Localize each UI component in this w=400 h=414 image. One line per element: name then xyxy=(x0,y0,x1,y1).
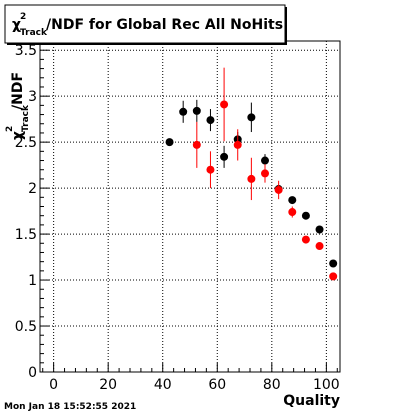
y-axis-title: χ 2 Track /NDF xyxy=(5,72,31,140)
data-point xyxy=(261,156,269,165)
x-tick-label: 60 xyxy=(208,377,226,393)
data-point xyxy=(315,225,324,234)
data-point xyxy=(247,174,256,183)
x-tick-label: 40 xyxy=(154,377,172,393)
x-axis-title: Quality xyxy=(283,393,340,409)
data-point xyxy=(206,165,215,174)
data-point xyxy=(274,185,283,194)
data-point xyxy=(206,116,215,125)
data-point xyxy=(288,196,297,205)
ylabel-symbol: χ xyxy=(10,131,26,140)
data-point xyxy=(179,107,188,116)
data-point xyxy=(329,272,338,281)
y-tick-label: 1 xyxy=(28,273,37,289)
x-tick-label: 80 xyxy=(263,377,281,393)
y-tick-label: 0 xyxy=(28,365,37,381)
ylabel-sub: Track xyxy=(21,104,31,132)
grid xyxy=(40,41,340,373)
data-point xyxy=(192,140,201,149)
data-point xyxy=(301,235,310,244)
data-point xyxy=(192,106,201,115)
timestamp: Mon Jan 18 15:52:55 2021 xyxy=(4,402,136,412)
title-symbol: χ xyxy=(12,17,21,33)
title-sub: Track xyxy=(20,28,48,38)
ylabel-main: /NDF xyxy=(10,72,26,110)
data-point xyxy=(165,138,174,147)
y-tick-label: 1.5 xyxy=(15,227,37,243)
title-sup: 2 xyxy=(20,12,26,22)
x-tick-label: 20 xyxy=(99,377,117,393)
ylabel-sup: 2 xyxy=(5,126,15,132)
data-point xyxy=(288,208,297,217)
x-tick-label: 100 xyxy=(313,377,340,393)
x-tick-label: 0 xyxy=(49,377,58,393)
y-tick-label: 2.5 xyxy=(15,135,37,151)
chart-title: /NDF for Global Rec All NoHits xyxy=(46,17,283,33)
data-point xyxy=(301,211,310,220)
title-box-shadow-bottom xyxy=(7,43,287,45)
data-point xyxy=(220,152,229,161)
plot-frame xyxy=(39,40,341,373)
data-point xyxy=(247,113,256,122)
y-tick-label: 0.5 xyxy=(15,319,37,335)
y-tick-label: 3.5 xyxy=(15,43,37,59)
data-point xyxy=(329,259,338,268)
tick-labels: 0 20 40 60 80 100 0 0.5 1 1.5 2 2.5 3 3.5 xyxy=(15,43,340,393)
title-box-shadow xyxy=(285,7,287,45)
data-point xyxy=(315,242,324,251)
ticks xyxy=(40,40,338,373)
y-tick-label: 3 xyxy=(28,89,37,105)
y-tick-label: 2 xyxy=(28,181,37,197)
data-points xyxy=(165,67,338,281)
data-point xyxy=(261,169,269,178)
data-point xyxy=(233,140,242,149)
data-point xyxy=(220,100,229,109)
